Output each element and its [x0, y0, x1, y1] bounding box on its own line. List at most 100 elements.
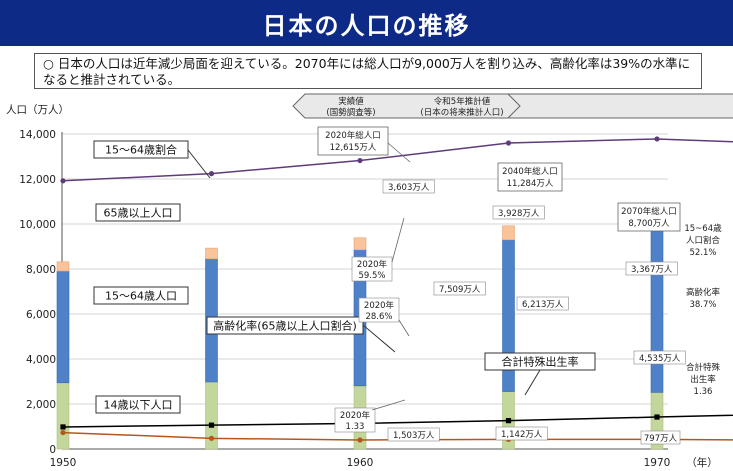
- y-tick-label: 6,000: [26, 309, 56, 321]
- aging-rate-point: [208, 422, 215, 428]
- aging-rate-line: [62, 414, 733, 428]
- note-ratio-2020-text: 59.5%: [358, 271, 385, 281]
- note-fertility-2020-box: [334, 407, 376, 433]
- y-tick-label: 4,000: [26, 354, 56, 366]
- total-2040-text: 11,284万人: [507, 179, 554, 189]
- legend-working-box: [93, 286, 189, 305]
- total-2040-text: 2040年総人口: [502, 166, 558, 177]
- page-title: 日本の人口の推移: [262, 11, 471, 40]
- value-2040-elderly-box: [492, 205, 545, 220]
- legend-child-label: 14歳以下人口: [104, 399, 173, 412]
- value-2040-working-box: [516, 296, 569, 311]
- legend-elderly-box: [95, 203, 181, 222]
- y-axis-label: 人口（万人）: [6, 104, 69, 116]
- total-2070-box: [617, 202, 681, 232]
- right-label-fertility: 1.36: [694, 387, 713, 397]
- total-2070-text: 2070年総人口: [621, 206, 677, 217]
- title-bar: 日本の人口の推移: [0, 0, 733, 46]
- right-label-aging: 高齢化率: [686, 287, 721, 298]
- bar-elderly: [502, 225, 515, 241]
- note-aging-2020-leader: [398, 319, 410, 337]
- actual-label: (国勢調査等): [326, 107, 375, 118]
- legend-fertility-label: 合計特殊出生率: [502, 355, 579, 369]
- legend-elderly-label: 65歳以上人口: [104, 207, 173, 220]
- bar-working: [650, 229, 664, 393]
- legend-aging-label: 高齢化率(65歳以上人口割合): [213, 319, 357, 333]
- total-2020-text: 2020年総人口: [325, 130, 381, 141]
- legend-aging-leader: [362, 324, 396, 353]
- value-2020-elderly-box: [382, 179, 435, 194]
- right-label-aging: 38.7%: [689, 300, 716, 310]
- note-fertility-2020-leader: [371, 399, 406, 411]
- working-ratio-point: [357, 157, 363, 164]
- legend-working-ratio-label: 15～64歳割合: [105, 143, 177, 157]
- fertility-rate-point: [60, 429, 66, 436]
- right-label-fertility: 合計特殊: [686, 362, 721, 373]
- value-2040-child-box: [495, 426, 548, 441]
- legend-fertility-leader: [524, 369, 541, 396]
- note-aging-2020-text: 2020年: [364, 300, 395, 311]
- fertility-rate-point: [357, 437, 363, 443]
- right-label-working-ratio: 15~64歳: [684, 223, 722, 234]
- right-label-fertility: 出生率: [690, 374, 716, 385]
- x-unit-label: （年）: [686, 456, 718, 469]
- value-2020-working: 7,509万人: [439, 285, 481, 295]
- aging-rate-point: [60, 424, 66, 430]
- value-2040-working: 6,213万人: [522, 300, 564, 310]
- y-tick-label: 0: [49, 444, 56, 456]
- value-2020-working-box: [433, 281, 486, 296]
- y-tick-label: 2,000: [26, 399, 56, 411]
- bar-child: [56, 382, 70, 450]
- note-aging-2020-box: [358, 297, 400, 323]
- legend-working-ratio-box: [93, 140, 189, 159]
- bar-elderly: [353, 237, 367, 251]
- total-2020-text: 12,615万人: [330, 143, 377, 153]
- y-tick-label: 12,000: [19, 174, 56, 186]
- value-2020-child: 1,503万人: [393, 431, 435, 441]
- bar-elderly: [56, 261, 70, 272]
- total-2070-text: 8,700万人: [628, 219, 670, 229]
- total-2020-box: [317, 126, 389, 156]
- note-ratio-2020-box: [351, 256, 393, 282]
- y-tick-label: 8,000: [26, 264, 56, 276]
- value-2040-elderly: 3,928万人: [498, 209, 540, 219]
- note-ratio-2020-leader: [391, 217, 405, 263]
- y-tick-label: 14,000: [19, 129, 56, 141]
- value-2020-child-box: [387, 427, 440, 442]
- value-2070-elderly-box: [625, 261, 678, 276]
- right-label-working-ratio: 52.1%: [689, 248, 716, 258]
- note-aging-2020-text: 28.6%: [365, 312, 392, 322]
- right-label-working-ratio: 人口割合: [686, 235, 721, 246]
- aging-rate-point: [654, 414, 660, 420]
- working-ratio-point: [60, 178, 66, 184]
- value-2070-elderly: 3,367万人: [631, 265, 673, 275]
- value-2070-working-box: [633, 350, 686, 365]
- legend-working-label: 15～64歳人口: [105, 290, 177, 303]
- projection-arrow: [506, 93, 733, 119]
- x-tick-label: 1950: [50, 457, 77, 469]
- value-2070-working: 4,535万人: [639, 354, 681, 364]
- working-ratio-point: [208, 171, 215, 177]
- projection-label: (日本の将来推計人口): [420, 107, 503, 118]
- working-ratio-point: [505, 140, 512, 146]
- note-fertility-2020-text: 1.33: [346, 422, 365, 432]
- x-tick-label: 1960: [347, 457, 374, 469]
- total-2040-box: [497, 162, 563, 192]
- fertility-rate-point: [208, 435, 215, 441]
- legend-child-box: [95, 395, 181, 414]
- working-ratio-point: [654, 136, 660, 142]
- legend-working-ratio-leader: [187, 149, 211, 179]
- bar-working: [56, 270, 70, 384]
- total-2020-leader: [387, 142, 411, 163]
- y-tick-label: 10,000: [19, 219, 56, 231]
- bar-elderly: [205, 247, 218, 260]
- value-2070-child-box: [640, 430, 681, 445]
- value-2040-child: 1,142万人: [501, 430, 543, 440]
- aging-rate-point: [505, 418, 512, 424]
- working-ratio-line: [62, 138, 733, 182]
- note-ratio-2020-text: 2020年: [357, 259, 388, 270]
- x-tick-label: 1970: [644, 457, 671, 469]
- actual-label: 実績値: [338, 96, 364, 107]
- summary-box: ○ 日本の人口は近年減少局面を迎えている。2070年には総人口が9,000万人を…: [34, 53, 702, 89]
- note-fertility-2020-text: 2020年: [340, 410, 371, 421]
